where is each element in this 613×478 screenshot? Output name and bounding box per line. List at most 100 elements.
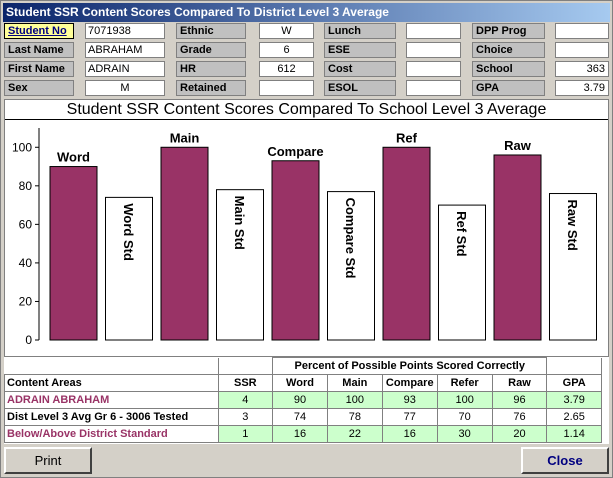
choice-field	[555, 42, 609, 58]
bar-ref-std	[438, 204, 486, 341]
scores-table-panel: Percent of Possible Points Scored Correc…	[4, 357, 609, 444]
first-name-field: ADRAIN	[85, 61, 165, 77]
print-button[interactable]: Print	[4, 447, 92, 474]
row-name: ADRAIN ABRAHAM	[4, 391, 219, 409]
bar-label: Word	[57, 150, 90, 165]
dpp-prog-field	[555, 23, 609, 39]
col-header-content-areas: Content Areas	[4, 374, 219, 392]
ethnic-label: Ethnic	[176, 23, 246, 39]
grade-label: Grade	[176, 42, 246, 58]
y-tick-label: 0	[25, 333, 32, 347]
table-row-student: ADRAIN ABRAHAM 4 90 100 93 100 96 3.79	[4, 391, 602, 409]
y-tick-label: 20	[19, 294, 33, 308]
bar-label: Ref	[396, 130, 418, 145]
bar-raw-std	[549, 193, 597, 341]
choice-label: Choice	[472, 42, 545, 58]
retained-label: Retained	[176, 80, 246, 96]
bar-label: Raw Std	[565, 200, 580, 251]
y-tick-label: 80	[19, 179, 33, 193]
esol-label: ESOL	[324, 80, 396, 96]
cell-raw: 96	[491, 391, 548, 409]
bar-label: Compare Std	[343, 198, 358, 279]
bar-label: Word Std	[121, 203, 136, 261]
cell-raw: 76	[491, 408, 548, 426]
col-header-raw: Raw	[491, 374, 548, 392]
bar-word	[49, 166, 98, 341]
cell-ssr: 4	[217, 391, 274, 409]
col-header-compare: Compare	[381, 374, 438, 392]
student-no-label[interactable]: Student No	[4, 23, 74, 39]
bar-main-std	[216, 189, 264, 341]
bar-compare-std	[327, 191, 375, 341]
close-button[interactable]: Close	[521, 447, 609, 474]
ethnic-field: W	[259, 23, 314, 39]
col-header-ssr: SSR	[217, 374, 274, 392]
y-tick-label: 60	[19, 217, 33, 231]
y-tick-label: 40	[19, 256, 33, 270]
cell-main: 22	[326, 425, 383, 443]
cell-main: 100	[326, 391, 383, 409]
bar-label: Compare	[267, 144, 323, 159]
bar-ref	[382, 146, 431, 341]
ese-label: ESE	[324, 42, 396, 58]
cell-word: 90	[272, 391, 328, 409]
cell-word: 74	[272, 408, 328, 426]
table-row-difference: Below/Above District Standard 1 16 22 16…	[4, 425, 602, 443]
ese-field	[406, 42, 461, 58]
school-label: School	[472, 61, 545, 77]
bar-label: Main Std	[232, 196, 247, 250]
cost-label: Cost	[324, 61, 396, 77]
row-name: Dist Level 3 Avg Gr 6 - 3006 Tested	[4, 408, 219, 426]
col-header-refer: Refer	[436, 374, 493, 392]
chart-title: Student SSR Content Scores Compared To S…	[5, 100, 608, 120]
bar-main	[160, 146, 209, 341]
esol-field	[406, 80, 461, 96]
grade-field: 6	[259, 42, 314, 58]
col-header-word: Word	[272, 374, 328, 392]
table-super-header: Percent of Possible Points Scored Correc…	[272, 357, 548, 375]
student-no-field: 7071938	[85, 23, 165, 39]
cell-refer: 30	[436, 425, 493, 443]
cell-main: 78	[326, 408, 383, 426]
school-field: 363	[555, 61, 609, 77]
bar-label: Raw	[504, 138, 532, 153]
last-name-field: ABRAHAM	[85, 42, 165, 58]
cell-compare: 16	[381, 425, 438, 443]
cell-ssr: 3	[217, 408, 274, 426]
cell-compare: 77	[381, 408, 438, 426]
sex-field: M	[85, 80, 165, 96]
last-name-label: Last Name	[4, 42, 74, 58]
chart-plot: 0 20 40 60 80 100 Word Word Std Main Main Std Comp…	[12, 128, 597, 347]
col-header-main: Main	[326, 374, 383, 392]
hr-label: HR	[176, 61, 246, 77]
cell-ssr: 1	[217, 425, 274, 443]
gpa-label: GPA	[472, 80, 545, 96]
bar-label: Main	[170, 130, 200, 145]
cell-refer: 100	[436, 391, 493, 409]
cell-raw: 20	[491, 425, 548, 443]
bar-label: Ref Std	[454, 211, 469, 257]
scores-table: Percent of Possible Points Scored Correc…	[4, 357, 602, 443]
row-name: Below/Above District Standard	[4, 425, 219, 443]
first-name-label: First Name	[4, 61, 74, 77]
gpa-field: 3.79	[555, 80, 609, 96]
lunch-field	[406, 23, 461, 39]
cell-refer: 70	[436, 408, 493, 426]
bar-raw	[493, 154, 542, 341]
cell-compare: 93	[381, 391, 438, 409]
cell-gpa: 3.79	[546, 391, 602, 409]
bar-word-std	[105, 196, 153, 341]
col-header-gpa: GPA	[546, 374, 602, 392]
y-tick-label: 100	[12, 140, 32, 154]
sex-label: Sex	[4, 80, 74, 96]
lunch-label: Lunch	[324, 23, 396, 39]
dpp-prog-label: DPP Prog	[472, 23, 545, 39]
cell-word: 16	[272, 425, 328, 443]
cost-field	[406, 61, 461, 77]
cell-gpa: 1.14	[546, 425, 602, 443]
cell-gpa: 2.65	[546, 408, 602, 426]
bar-compare	[271, 160, 320, 341]
retained-field	[259, 80, 314, 96]
score-chart: Student SSR Content Scores Compared To S…	[4, 99, 609, 357]
